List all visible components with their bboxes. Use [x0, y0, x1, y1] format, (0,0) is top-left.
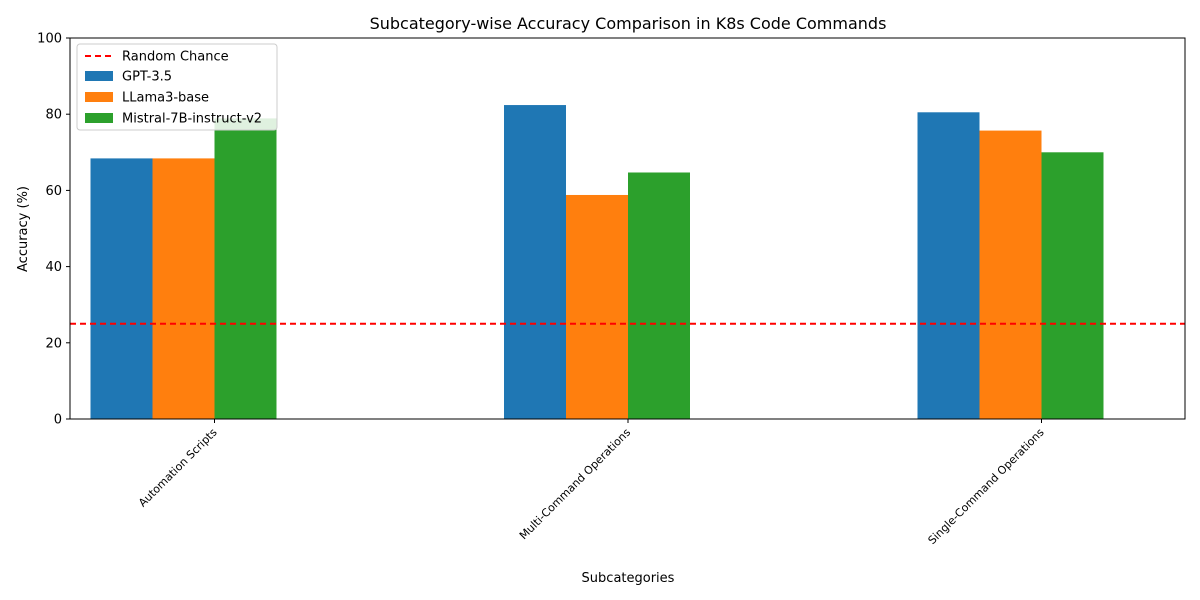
chart-title: Subcategory-wise Accuracy Comparison in … — [370, 14, 887, 33]
bar-gpt-3-5-2 — [917, 112, 980, 420]
x-tick-label: Single-Command Operations — [925, 426, 1046, 547]
bar-mistral-7b-instruct-v2-0 — [214, 118, 277, 420]
plot-area: 0 20 40 60 80 100 Automation Scripts Multi-Comm… — [37, 32, 1186, 547]
bar-llama3-base-0 — [152, 158, 215, 419]
y-tick-label: 100 — [37, 32, 62, 47]
bar-mistral-7b-instruct-v2-1 — [628, 172, 690, 419]
y-tick-label: 40 — [45, 260, 62, 275]
legend-label-gpt-3-5: GPT-3.5 — [122, 70, 172, 85]
y-tick-label: 0 — [54, 413, 62, 428]
legend-swatch-gpt-3-5 — [85, 71, 113, 81]
legend-label-random-chance: Random Chance — [122, 50, 229, 65]
legend-swatch-mistral-7b-instruct-v2 — [85, 113, 113, 123]
x-tick-label: Multi-Command Operations — [517, 426, 633, 542]
legend-swatch-llama3-base — [85, 92, 113, 102]
bar-mistral-7b-instruct-v2-2 — [1041, 152, 1104, 420]
x-axis-label: Subcategories — [582, 571, 675, 586]
bar-llama3-base-1 — [566, 194, 628, 419]
bar-gpt-3-5-1 — [504, 105, 566, 419]
legend-label-llama3-base: LLama3-base — [122, 91, 209, 106]
y-tick-label: 20 — [45, 336, 62, 351]
legend-label-mistral-7b-instruct-v2: Mistral-7B-instruct-v2 — [122, 112, 262, 127]
x-tick-label: Automation Scripts — [136, 426, 220, 510]
bar-llama3-base-2 — [979, 130, 1042, 419]
legend: Random Chance GPT-3.5 LLama3-base Mistral-7… — [76, 43, 278, 131]
bar-gpt-3-5-0 — [90, 158, 153, 419]
y-tick-label: 80 — [45, 108, 62, 123]
y-axis-label: Accuracy (%) — [16, 186, 31, 272]
y-tick-label: 60 — [45, 184, 62, 199]
legend-box — [76, 43, 278, 131]
